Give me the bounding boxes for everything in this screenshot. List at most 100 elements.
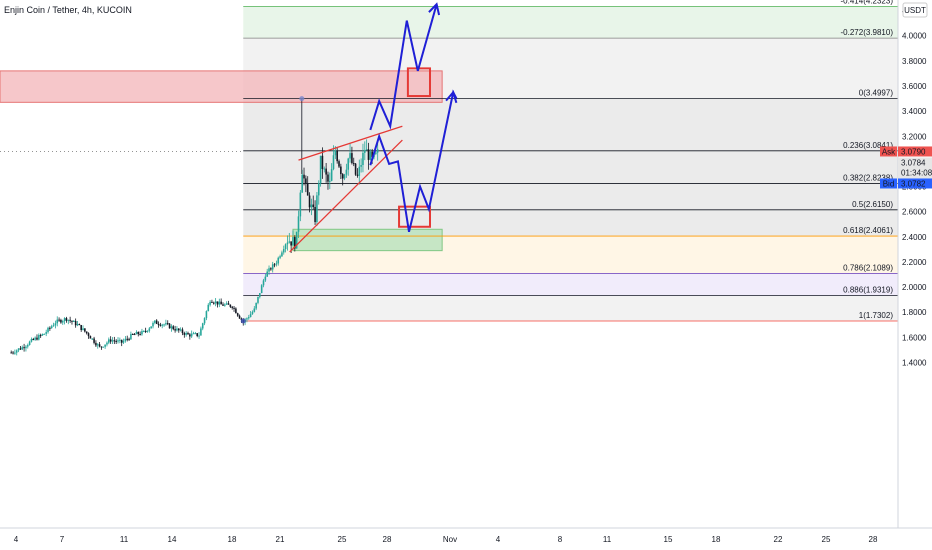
candle-body bbox=[203, 318, 206, 324]
candle-body bbox=[152, 322, 154, 327]
candle-body bbox=[323, 168, 326, 170]
candle-body bbox=[362, 152, 364, 166]
candle-body bbox=[30, 339, 33, 342]
candle-body bbox=[194, 333, 197, 335]
candle-body bbox=[50, 326, 53, 328]
candle-body bbox=[73, 320, 75, 322]
candle-body bbox=[25, 346, 27, 349]
candle-body bbox=[189, 334, 191, 337]
candle-body bbox=[214, 301, 217, 304]
candle-body bbox=[14, 352, 16, 354]
bar-countdown: 01:34:08 bbox=[901, 168, 932, 177]
candle-body bbox=[340, 166, 342, 175]
candle-body bbox=[19, 348, 22, 350]
candle-body bbox=[308, 195, 311, 208]
candle-body bbox=[144, 330, 147, 332]
candle-body bbox=[155, 320, 158, 324]
ask-price-badge bbox=[898, 146, 932, 157]
fib-band bbox=[243, 6, 898, 39]
candle-body bbox=[306, 183, 309, 196]
candle-body bbox=[63, 318, 66, 322]
candle-body bbox=[39, 335, 42, 337]
candle-body bbox=[240, 318, 243, 320]
price-tick: 3.8000 bbox=[902, 57, 927, 66]
candle-body bbox=[338, 161, 340, 167]
candle-body bbox=[321, 155, 324, 169]
candle-body bbox=[12, 352, 14, 354]
time-tick: 22 bbox=[774, 535, 783, 544]
candle-body bbox=[183, 333, 186, 335]
fib-label: 0.236(3.0841) bbox=[843, 141, 893, 150]
candle-body bbox=[316, 195, 318, 223]
candle-body bbox=[143, 330, 145, 332]
candle-body bbox=[157, 323, 160, 325]
candle-body bbox=[201, 323, 204, 329]
candle-body bbox=[351, 153, 353, 164]
candle-body bbox=[71, 320, 73, 322]
candle-body bbox=[15, 350, 18, 353]
bid-price-badge bbox=[898, 178, 932, 189]
candle-body bbox=[34, 337, 36, 340]
candle-body bbox=[303, 174, 305, 179]
ask-label-badge bbox=[880, 146, 897, 157]
candle-body bbox=[314, 206, 316, 223]
candle-body bbox=[168, 323, 171, 329]
candle-body bbox=[364, 150, 366, 153]
candle-body bbox=[281, 252, 283, 257]
candle-body bbox=[297, 216, 300, 232]
fib-label: 0(3.4997) bbox=[859, 89, 894, 98]
candle-body bbox=[255, 302, 257, 309]
candle-body bbox=[74, 320, 77, 326]
projection-path-up bbox=[369, 4, 438, 131]
price-tick: 2.6000 bbox=[902, 208, 927, 217]
candle-body bbox=[122, 340, 125, 343]
price-tick: 2.0000 bbox=[902, 283, 927, 292]
bid-label-badge bbox=[880, 178, 897, 189]
candle-body bbox=[268, 268, 270, 272]
candle-body bbox=[251, 311, 254, 315]
time-tick: 15 bbox=[664, 535, 673, 544]
candle-body bbox=[52, 325, 55, 327]
candle-body bbox=[76, 324, 79, 326]
candle-body bbox=[148, 328, 151, 331]
candle-body bbox=[259, 293, 261, 297]
time-tick: 11 bbox=[120, 535, 129, 544]
time-tick: 25 bbox=[338, 535, 347, 544]
candle-body bbox=[247, 317, 250, 319]
candle-body bbox=[354, 163, 357, 175]
candle-body bbox=[181, 329, 184, 334]
candle-body bbox=[54, 323, 57, 326]
candle-body bbox=[207, 304, 210, 312]
candle-body bbox=[150, 326, 152, 329]
candle-body bbox=[284, 244, 287, 250]
candle-body bbox=[21, 347, 24, 350]
candle-body bbox=[253, 308, 256, 312]
price-tick: 3.4000 bbox=[902, 107, 927, 116]
candle-body bbox=[294, 237, 296, 249]
candle-body bbox=[358, 166, 361, 176]
candle-body bbox=[319, 155, 322, 184]
candle-body bbox=[111, 340, 114, 342]
candle-body bbox=[236, 313, 239, 316]
candle-body bbox=[89, 336, 92, 339]
candle-body bbox=[38, 335, 40, 340]
candle-body bbox=[190, 333, 193, 337]
candle-body bbox=[146, 330, 149, 332]
candle-body bbox=[317, 183, 320, 196]
time-tick: 4 bbox=[496, 535, 501, 544]
time-tick: 28 bbox=[383, 535, 392, 544]
candle-body bbox=[196, 333, 199, 336]
candle-body bbox=[28, 341, 31, 346]
candle-body bbox=[98, 344, 101, 347]
candle-body bbox=[367, 149, 370, 160]
candle-body bbox=[198, 335, 200, 337]
candle-body bbox=[229, 304, 232, 307]
candle-body bbox=[65, 318, 68, 321]
current-price-badge bbox=[898, 157, 932, 179]
candle-body bbox=[43, 333, 46, 335]
candle-body bbox=[174, 329, 176, 331]
price-tick: 3.2000 bbox=[902, 132, 927, 141]
candle-body bbox=[238, 315, 241, 319]
candle-body bbox=[47, 327, 49, 333]
fib-label: 0.886(1.9319) bbox=[843, 286, 893, 295]
